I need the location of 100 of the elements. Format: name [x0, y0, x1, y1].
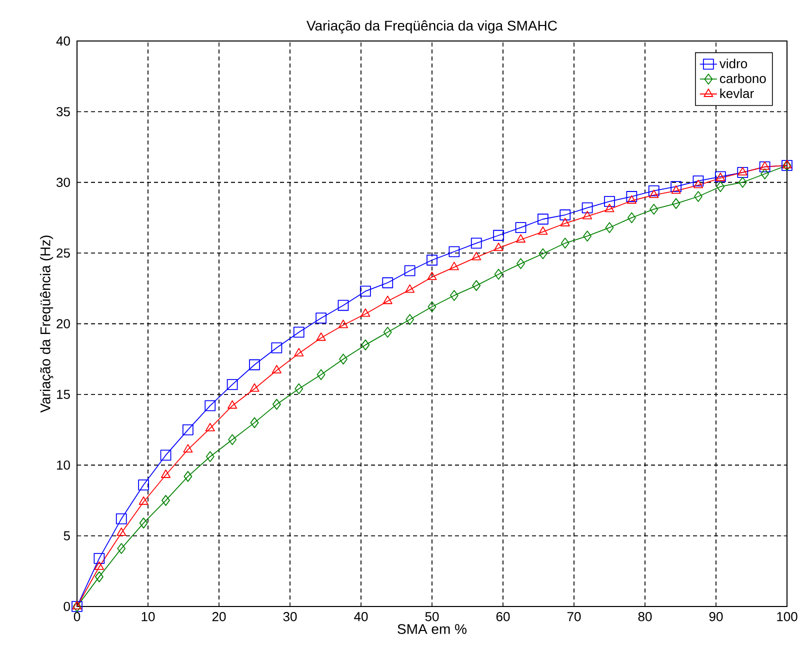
point [427, 272, 437, 280]
point [760, 168, 770, 180]
point [472, 252, 482, 260]
point [116, 513, 127, 524]
point [782, 160, 792, 168]
point [428, 301, 436, 312]
point [117, 543, 126, 554]
point [737, 167, 748, 178]
point [338, 300, 349, 311]
point [184, 470, 192, 482]
y-tick-label: 35 [56, 107, 70, 116]
x-axis-title: SMA em % [398, 624, 466, 634]
point [294, 348, 304, 356]
point [738, 176, 747, 188]
point [339, 354, 348, 365]
point [316, 369, 326, 380]
point [716, 181, 725, 192]
point [626, 191, 638, 202]
point [250, 383, 260, 392]
point [160, 450, 172, 461]
point [360, 308, 370, 317]
chart-title: Variação da Freqüência da viga SMAHC [306, 20, 557, 34]
point [316, 312, 327, 324]
y-tick-label: 20 [56, 319, 70, 328]
x-tick-label: 70 [567, 612, 581, 622]
y-tick-label: 10 [57, 460, 70, 470]
point [516, 234, 526, 243]
point [692, 176, 704, 186]
legend-label: kevlar [720, 88, 754, 98]
point [493, 230, 504, 241]
point [694, 191, 702, 202]
point [271, 342, 282, 354]
point [162, 495, 170, 506]
point [406, 314, 414, 325]
x-tick-label: 100 [777, 612, 798, 622]
point [582, 202, 593, 214]
x-tick-label: 60 [496, 612, 510, 622]
point [583, 230, 592, 242]
x-tick-label: 40 [354, 612, 368, 622]
point [759, 161, 770, 172]
y-tick-label: 5 [64, 531, 70, 540]
point [293, 326, 304, 338]
point [205, 422, 215, 432]
y-tick-label: 15 [57, 390, 70, 399]
point [516, 258, 525, 270]
point [470, 238, 482, 249]
point [405, 284, 415, 293]
point [738, 167, 748, 176]
point [116, 528, 126, 536]
x-tick-label: 90 [709, 612, 723, 622]
point [360, 286, 371, 297]
x-tick-label: 50 [425, 612, 439, 622]
point [294, 383, 304, 394]
point [760, 161, 770, 170]
point [383, 326, 392, 338]
point [582, 210, 592, 220]
point [139, 518, 148, 529]
point [448, 246, 460, 258]
point [693, 180, 704, 188]
point [450, 290, 458, 301]
point [560, 209, 571, 220]
point [182, 424, 194, 436]
point [361, 339, 370, 350]
point [94, 571, 104, 582]
y-tick-label: 0 [64, 602, 70, 612]
x-tick-label: 10 [142, 612, 155, 622]
legend-label: vidro [719, 58, 748, 68]
point [204, 400, 216, 412]
point [94, 552, 105, 564]
point [650, 204, 658, 215]
point [138, 496, 148, 505]
point [670, 181, 682, 192]
x-tick-label: 20 [212, 612, 226, 622]
point [494, 242, 504, 252]
point [515, 222, 526, 234]
point [626, 195, 636, 204]
x-tick-label: 80 [638, 612, 652, 622]
x-tick-label: 0 [74, 612, 80, 622]
point [249, 359, 260, 370]
point [183, 444, 193, 453]
point [649, 190, 659, 198]
point [449, 262, 459, 270]
point [338, 320, 348, 328]
point [560, 218, 570, 226]
point [226, 379, 238, 390]
x-tick-label: 30 [283, 612, 297, 622]
point [627, 212, 636, 224]
point [648, 185, 660, 196]
point [404, 265, 416, 276]
point [272, 364, 282, 374]
point [560, 238, 570, 249]
point [272, 398, 281, 410]
point [382, 277, 394, 288]
point [538, 226, 548, 235]
point [382, 296, 392, 304]
point [472, 280, 481, 292]
point [538, 248, 548, 260]
point [605, 222, 614, 234]
point [316, 332, 326, 341]
point [160, 470, 171, 478]
